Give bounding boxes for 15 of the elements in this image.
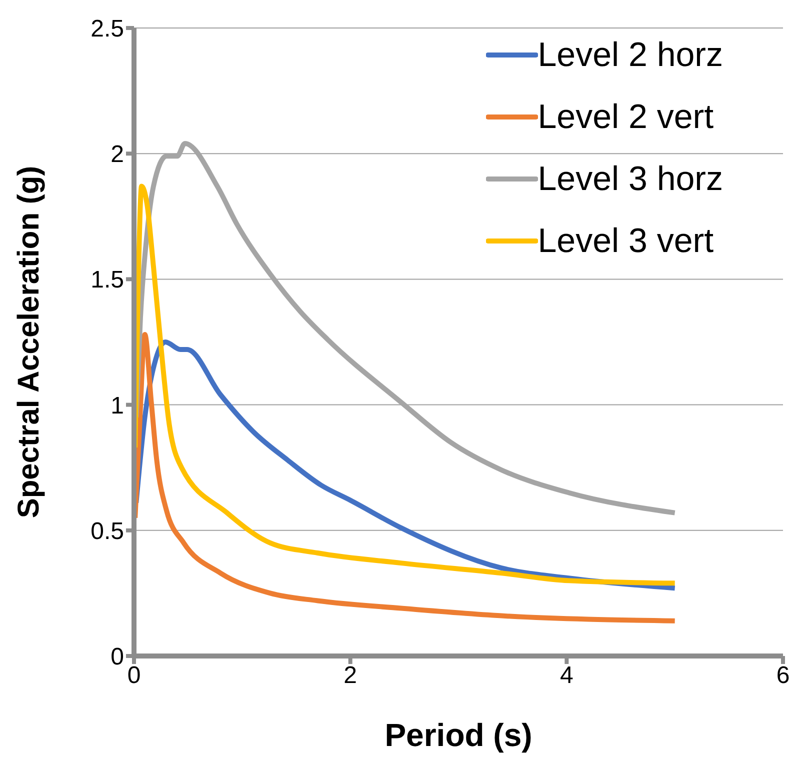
y-tick-label: 2.5 [90, 16, 124, 43]
y-tick-label: 1.5 [90, 266, 124, 294]
y-tick-label: 0 [110, 644, 124, 671]
y-tick-label: 1 [110, 392, 124, 420]
y-tick-label: 2 [110, 141, 124, 168]
x-axis-title: Period (s) [384, 717, 532, 753]
legend-label: Level 2 vert [538, 98, 714, 136]
legend-label: Level 3 horz [538, 160, 723, 198]
legend-label: Level 2 horz [538, 36, 723, 74]
x-tick-label: 6 [776, 662, 790, 690]
x-tick-label: 2 [344, 662, 358, 690]
legend-label: Level 3 vert [538, 222, 714, 260]
y-tick-label: 0.5 [90, 518, 124, 545]
y-axis-title: Spectral Acceleration (g) [12, 166, 46, 518]
x-tick-label: 4 [560, 662, 574, 690]
